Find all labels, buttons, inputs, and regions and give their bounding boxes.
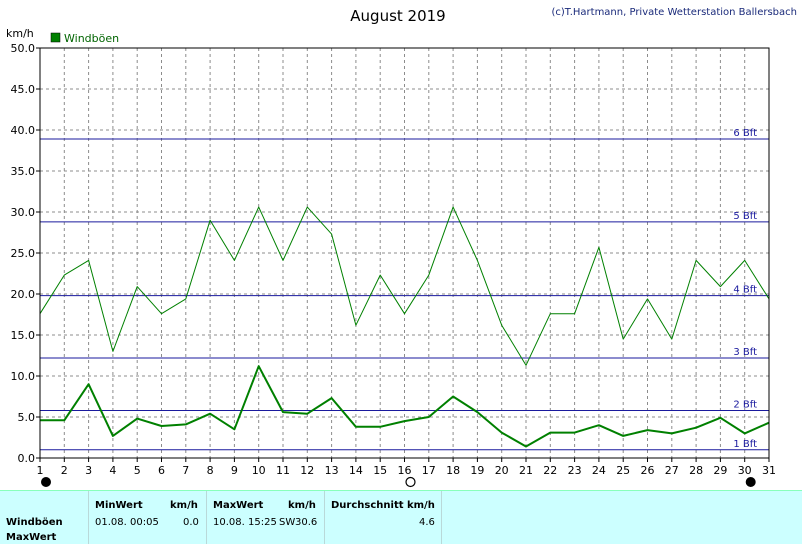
x-tick-label: 31 bbox=[762, 464, 776, 477]
day-marker-filled-circle bbox=[41, 477, 51, 487]
x-tick-label: 29 bbox=[713, 464, 727, 477]
beaufort-label: 1 Bft bbox=[733, 439, 757, 450]
x-tick-label: 10 bbox=[252, 464, 266, 477]
copyright-text: (c)T.Hartmann, Private Wetterstation Bal… bbox=[551, 7, 797, 18]
x-tick-label: 30 bbox=[738, 464, 752, 477]
y-tick-label: 15.0 bbox=[11, 329, 36, 342]
y-tick-label: 0.0 bbox=[18, 452, 36, 465]
beaufort-label: 6 Bft bbox=[733, 128, 757, 139]
plot-frame bbox=[39, 47, 770, 459]
x-tick-label: 16 bbox=[398, 464, 412, 477]
beaufort-label: 3 Bft bbox=[733, 347, 757, 358]
x-tick-label: 19 bbox=[470, 464, 484, 477]
min-unit: km/h bbox=[170, 500, 198, 511]
beaufort-label: 5 Bft bbox=[733, 211, 757, 222]
x-tick-label: 6 bbox=[158, 464, 165, 477]
y-tick-label: 5.0 bbox=[18, 411, 36, 424]
footer-label-column: Windböen MaxWert bbox=[0, 491, 89, 544]
series-line-windboeen bbox=[39, 206, 770, 366]
x-tick-label: 4 bbox=[109, 464, 116, 477]
max-time: 10.08. 15:25 bbox=[213, 517, 277, 528]
x-tick-label: 3 bbox=[85, 464, 92, 477]
x-tick-label: 27 bbox=[665, 464, 679, 477]
footer-row-maxwert: MaxWert bbox=[6, 532, 57, 543]
x-tick-label: 20 bbox=[495, 464, 509, 477]
x-tick-label: 25 bbox=[616, 464, 630, 477]
x-tick-label: 8 bbox=[207, 464, 214, 477]
max-value: 30.6 bbox=[295, 517, 318, 528]
x-tick-label: 9 bbox=[231, 464, 238, 477]
stats-footer: Windböen MaxWert MinWert km/h 01.08. 00:… bbox=[0, 490, 802, 544]
day-marker-open-circle bbox=[405, 476, 416, 488]
y-tick-label: 20.0 bbox=[11, 288, 36, 301]
chart-title: August 2019 bbox=[350, 7, 445, 25]
y-tick-label: 25.0 bbox=[11, 247, 36, 260]
x-tick-label: 1 bbox=[37, 464, 44, 477]
x-tick-label: 28 bbox=[689, 464, 703, 477]
x-tick-label: 14 bbox=[349, 464, 363, 477]
y-tick-label: 45.0 bbox=[11, 83, 36, 96]
x-tick-label: 18 bbox=[446, 464, 460, 477]
day-markers bbox=[41, 476, 756, 488]
max-unit: km/h bbox=[288, 500, 316, 511]
x-tick-label: 5 bbox=[134, 464, 141, 477]
y-tick-label: 10.0 bbox=[11, 370, 36, 383]
y-tick-label: 30.0 bbox=[11, 206, 36, 219]
legend-swatch bbox=[50, 32, 61, 43]
x-tick-label: 11 bbox=[276, 464, 290, 477]
x-tick-label: 2 bbox=[61, 464, 68, 477]
x-tick-label: 13 bbox=[325, 464, 339, 477]
max-direction: SW bbox=[279, 517, 296, 528]
y-tick-label: 50.0 bbox=[11, 42, 36, 55]
max-header: MaxWert bbox=[213, 500, 264, 511]
x-tick-label: 17 bbox=[422, 464, 436, 477]
x-tick-label: 15 bbox=[373, 464, 387, 477]
avg-value: 4.6 bbox=[419, 517, 435, 528]
x-tick-label: 24 bbox=[592, 464, 606, 477]
min-time: 01.08. 00:05 bbox=[95, 517, 159, 528]
legend-label: Windböen bbox=[64, 32, 119, 45]
chart: August 2019 (c)T.Hartmann, Private Wette… bbox=[6, 7, 797, 488]
footer-max-column: MaxWert km/h 10.08. 15:25 SW 30.6 bbox=[207, 491, 325, 544]
x-axis: 1 2 3 4 5 6 7 8 9 10 11 12 13 14 15 16 17 18 19 20 21 22 23 24 2… bbox=[37, 458, 776, 477]
footer-min-column: MinWert km/h 01.08. 00:05 0.0 bbox=[89, 491, 207, 544]
x-tick-label: 22 bbox=[543, 464, 557, 477]
x-tick-label: 21 bbox=[519, 464, 533, 477]
x-tick-label: 26 bbox=[641, 464, 655, 477]
y-tick-label: 40.0 bbox=[11, 124, 36, 137]
beaufort-label: 2 Bft bbox=[733, 399, 757, 410]
day-marker-filled-circle bbox=[745, 477, 756, 487]
footer-row-windboeen: Windböen bbox=[6, 517, 63, 528]
x-tick-label: 7 bbox=[182, 464, 189, 477]
series-layer bbox=[39, 206, 770, 448]
grid bbox=[39, 47, 770, 459]
min-value: 0.0 bbox=[183, 517, 199, 528]
beaufort-lines: 1 Bft 2 Bft 3 Bft 4 Bft 5 Bft 6 Bft bbox=[40, 128, 769, 451]
x-tick-label: 12 bbox=[300, 464, 314, 477]
y-axis: 0.0 5.0 10.0 15.0 20.0 25.0 30.0 35.0 40.0 45.0 50… bbox=[11, 42, 40, 465]
series-line-average bbox=[40, 365, 770, 448]
footer-avg-column: Durchschnitt km/h 4.6 bbox=[325, 491, 442, 544]
beaufort-label: 4 Bft bbox=[733, 285, 757, 296]
y-tick-label: 35.0 bbox=[11, 165, 36, 178]
avg-header: Durchschnitt km/h bbox=[331, 500, 435, 511]
min-header: MinWert bbox=[95, 500, 143, 511]
y-unit-label: km/h bbox=[6, 27, 34, 40]
x-tick-label: 23 bbox=[568, 464, 582, 477]
